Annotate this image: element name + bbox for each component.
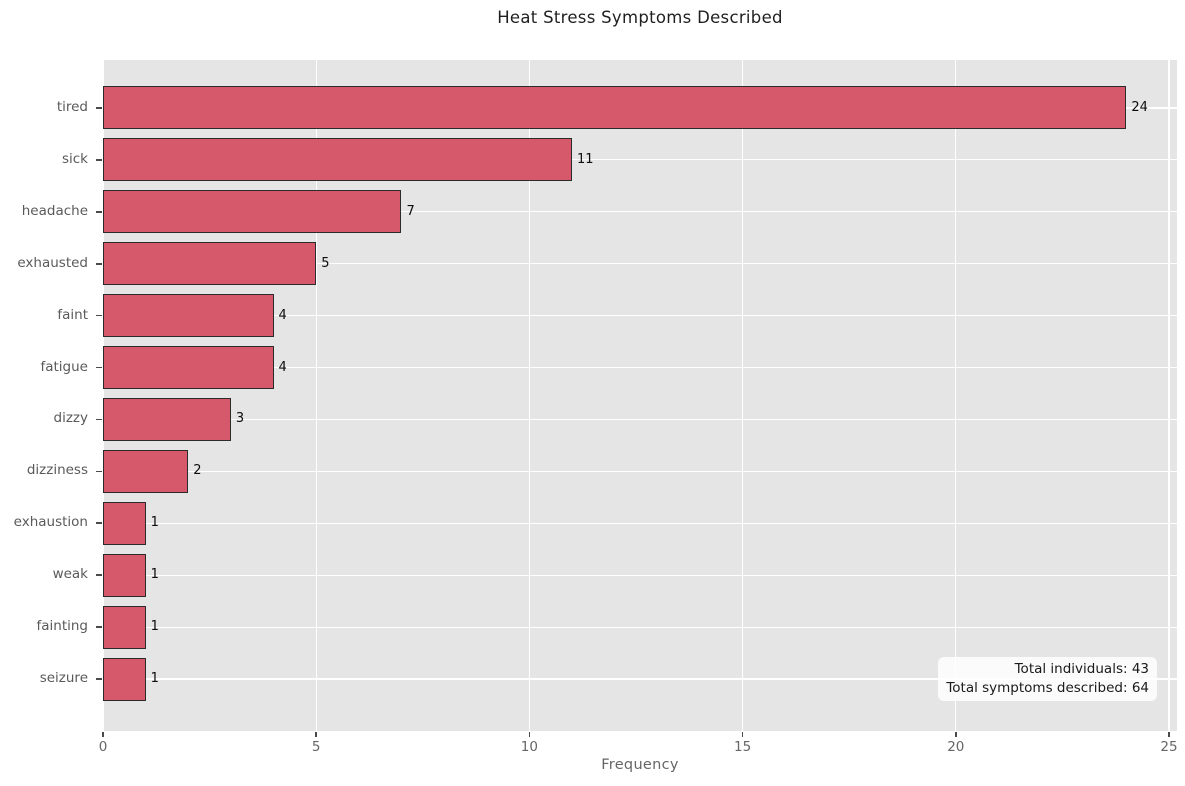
x-tick-mark (102, 732, 104, 737)
bar-dizzy (103, 397, 231, 441)
totals-annotation: Total individuals: 43 Total symptoms des… (938, 657, 1157, 701)
bar-fainting (103, 605, 146, 649)
gridline-vertical (741, 60, 744, 731)
y-tick-label-exhaustion: exhaustion (13, 514, 88, 531)
y-tick-mark (96, 470, 102, 473)
y-tick-label-weak: weak (52, 566, 88, 583)
x-tick-mark (1168, 732, 1170, 737)
bar-value-label: 1 (150, 671, 159, 687)
bar-value-label: 1 (150, 515, 159, 531)
gridline-vertical (955, 60, 957, 731)
gridline-horizontal (103, 678, 1177, 680)
y-tick-mark (96, 262, 102, 265)
bar-value-label: 5 (321, 255, 330, 271)
bar-exhaustion (103, 501, 146, 545)
gridline-vertical (1168, 60, 1170, 731)
gridline-vertical (102, 60, 104, 731)
y-tick-mark (96, 418, 102, 421)
gridline-vertical (315, 60, 317, 731)
bar-value-label: 3 (235, 411, 245, 427)
gridline-vertical (528, 60, 531, 731)
gridline-horizontal (103, 366, 1177, 369)
y-tick-label-faint: faint (57, 306, 88, 323)
x-tick-label: 15 (734, 739, 752, 755)
y-tick-mark (96, 678, 102, 680)
gridline-horizontal (103, 574, 1177, 576)
bar-dizziness (103, 449, 189, 493)
x-tick-label: 20 (947, 739, 965, 755)
bar-fatigue (103, 346, 274, 390)
bar-exhausted (103, 242, 317, 286)
bar-seizure (103, 657, 146, 701)
y-tick-mark (96, 366, 102, 369)
x-tick-label: 0 (98, 739, 108, 755)
y-tick-label-fainting: fainting (36, 618, 88, 635)
bar-value-label: 1 (150, 619, 159, 635)
y-tick-mark (96, 210, 102, 213)
x-tick-mark (955, 732, 957, 737)
bar-value-label: 4 (278, 359, 287, 375)
bar-value-label: 11 (577, 151, 594, 167)
bar-headache (103, 190, 402, 234)
bar-sick (103, 138, 573, 182)
bar-value-label: 2 (193, 463, 202, 479)
y-tick-label-tired: tired (56, 98, 88, 115)
gridline-horizontal (103, 315, 1177, 317)
y-tick-mark (96, 626, 102, 628)
y-tick-label-sick: sick (61, 150, 88, 167)
totals-symptoms: Total symptoms described: 64 (946, 680, 1149, 696)
gridline-horizontal (103, 211, 1177, 213)
gridline-horizontal (103, 626, 1177, 628)
x-tick-label: 25 (1160, 739, 1178, 755)
gridline-horizontal (103, 470, 1177, 472)
plot-area: 24 11 7 5 4 4 3 2 1 1 1 1 (102, 60, 1177, 731)
bar-value-label: 24 (1131, 99, 1148, 115)
gridline-horizontal (103, 263, 1177, 265)
bar-value-label: 7 (406, 203, 415, 219)
y-tick-label-seizure: seizure (39, 670, 88, 687)
y-tick-label-dizzy: dizzy (53, 410, 88, 427)
bar-tired (103, 86, 1127, 130)
x-tick-label: 5 (311, 739, 321, 755)
bar-value-label: 1 (150, 567, 159, 583)
y-tick-mark (96, 522, 102, 525)
y-tick-label-dizziness: dizziness (26, 462, 88, 479)
y-tick-label-fatigue: fatigue (40, 358, 88, 375)
x-tick-mark (315, 732, 317, 737)
y-tick-label-headache: headache (21, 202, 88, 219)
y-tick-mark (96, 107, 102, 109)
y-tick-mark (96, 574, 102, 576)
x-tick-mark (528, 732, 531, 737)
gridline-horizontal (103, 159, 1177, 161)
x-tick-label: 10 (520, 739, 538, 755)
x-axis-label: Frequency (601, 757, 679, 773)
totals-individuals: Total individuals: 43 (1014, 661, 1149, 677)
bar-faint (103, 294, 274, 338)
bar-value-label: 4 (278, 307, 287, 323)
y-tick-label-exhausted: exhausted (17, 254, 88, 271)
x-tick-mark (741, 732, 744, 737)
chart-title: Heat Stress Symptoms Described (497, 8, 783, 27)
gridline-horizontal (103, 418, 1177, 421)
bar-weak (103, 553, 146, 597)
y-tick-mark (96, 314, 102, 317)
gridline-horizontal (103, 522, 1177, 524)
y-tick-mark (96, 159, 102, 161)
